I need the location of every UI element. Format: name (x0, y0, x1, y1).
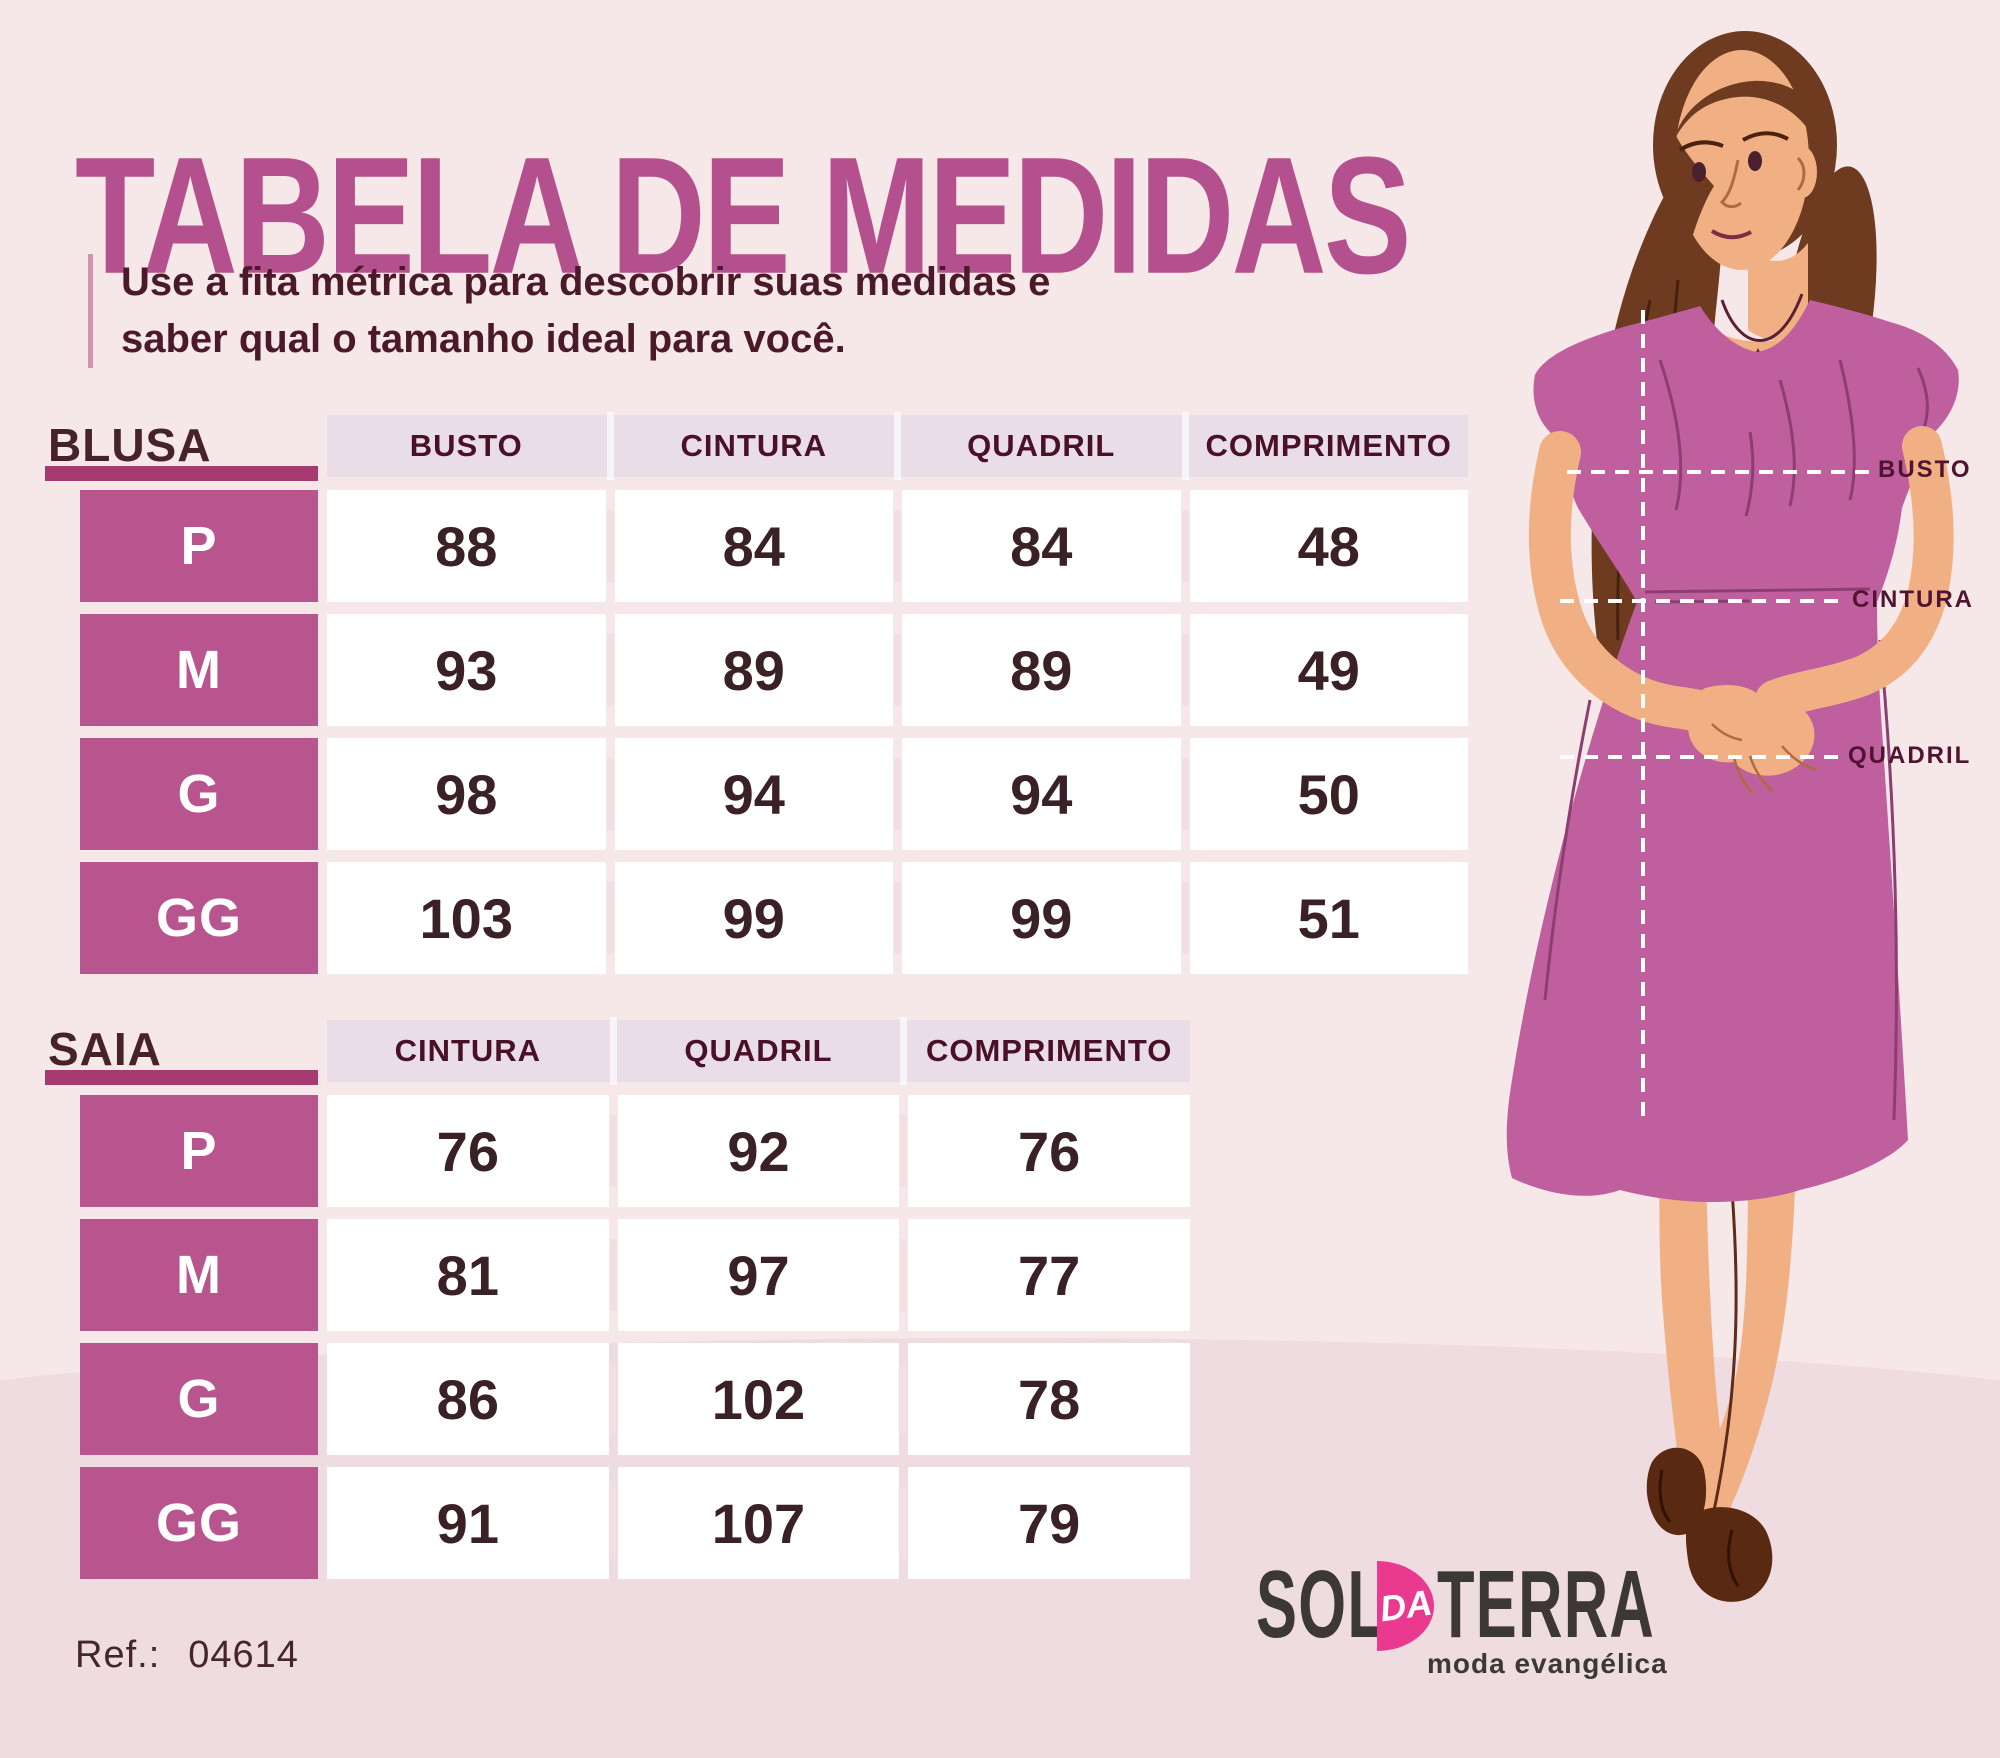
value-cell: 76 (900, 1095, 1190, 1207)
size-cell: M (80, 614, 318, 726)
value-cell: 102 (609, 1343, 900, 1455)
value-cell: 91 (327, 1467, 609, 1579)
table-header-blusa: BUSTO CINTURA QUADRIL COMPRIMENTO (327, 412, 1469, 480)
value-cell: 92 (609, 1095, 900, 1207)
necklace (1720, 293, 1804, 342)
value-cell: 84 (894, 490, 1181, 602)
value-cell: 81 (327, 1219, 609, 1331)
table-label-underline-blusa (45, 466, 318, 481)
size-cell: M (80, 1219, 318, 1331)
value-cell: 79 (900, 1467, 1190, 1579)
face-features (1678, 131, 1789, 240)
logo-da-text: DA (1376, 1581, 1435, 1630)
table-blusa: P 88 84 84 48 M 93 89 89 49 G 98 94 94 50 GG 103 99 99 51 (80, 490, 1468, 986)
value-cell: 98 (327, 738, 606, 850)
ref-label: Ref.: (75, 1634, 161, 1676)
measurement-lines (1560, 310, 1872, 1120)
ear (1787, 146, 1817, 198)
value-cell: 103 (327, 862, 606, 974)
finger-lines (1711, 723, 1817, 794)
table-row-saia-gg: GG 91 107 79 (80, 1467, 1190, 1579)
table-saia: P 76 92 76 M 81 97 77 G 86 102 78 GG 91 107 79 (80, 1095, 1190, 1591)
column-header-cintura: CINTURA (394, 1033, 542, 1068)
value-cell: 50 (1181, 738, 1468, 850)
hair-fringe-top (1674, 80, 1823, 156)
size-cell: P (80, 1095, 318, 1207)
table-row-saia-g: G 86 102 78 (80, 1343, 1190, 1455)
value-cell: 84 (606, 490, 893, 602)
column-header-comprimento: COMPRIMENTO (1181, 412, 1469, 480)
value-cell: 97 (609, 1219, 900, 1331)
measurement-label-quadril: QUADRIL (1848, 742, 1972, 769)
column-header-comprimento: COMPRIMENTO (900, 1017, 1190, 1085)
value-cell: 77 (900, 1219, 1190, 1331)
measurement-label-busto: BUSTO (1878, 456, 1972, 483)
arms (1528, 426, 1954, 794)
table-row-blusa-gg: GG 103 99 99 51 (80, 862, 1468, 974)
column-header-cintura: CINTURA (606, 412, 894, 480)
table-row-saia-m: M 81 97 77 (80, 1219, 1190, 1331)
size-cell: G (80, 738, 318, 850)
logo-terra: TERRA (1437, 1551, 1656, 1658)
column-header-quadril: QUADRIL (894, 412, 1181, 480)
legs (1659, 1160, 1796, 1532)
dress-folds (1543, 359, 1929, 1121)
value-cell: 89 (606, 614, 893, 726)
ear-line (1796, 156, 1806, 191)
table-row-saia-p: P 76 92 76 (80, 1095, 1190, 1207)
face (1675, 50, 1809, 270)
value-cell: 89 (894, 614, 1181, 726)
logo-sol: SOL (1256, 1551, 1387, 1658)
woman-illustration (1506, 31, 1959, 1602)
table-row-blusa-m: M 93 89 89 49 (80, 614, 1468, 726)
logo-tagline: moda evangélica (1427, 1648, 1668, 1679)
value-cell: 94 (606, 738, 893, 850)
value-cell: 93 (327, 614, 606, 726)
size-cell: P (80, 490, 318, 602)
value-cell: 48 (1181, 490, 1468, 602)
size-cell: GG (80, 862, 318, 974)
shoes (1646, 1447, 1773, 1602)
table-row-blusa-p: P 88 84 84 48 (80, 490, 1468, 602)
table-label-underline-saia (45, 1070, 318, 1085)
value-cell: 99 (606, 862, 893, 974)
column-header-quadril: QUADRIL (609, 1017, 900, 1085)
table-row-blusa-g: G 98 94 94 50 (80, 738, 1468, 850)
value-cell: 49 (1181, 614, 1468, 726)
value-cell: 78 (900, 1343, 1190, 1455)
column-header-busto: BUSTO (409, 428, 523, 463)
ref-value: 04614 (188, 1634, 299, 1676)
subtitle: Use a fita métrica para descobrir suas m… (88, 254, 1071, 368)
size-cell: GG (80, 1467, 318, 1579)
value-cell: 99 (894, 862, 1181, 974)
table-label-blusa: BLUSA (48, 419, 212, 471)
reference: Ref.: 04614 (75, 1634, 299, 1677)
page-title: TABELA DE MEDIDAS (75, 122, 1411, 308)
table-header-saia: CINTURA QUADRIL COMPRIMENTO (327, 1017, 1190, 1085)
size-cell: G (80, 1343, 318, 1455)
value-cell: 86 (327, 1343, 609, 1455)
value-cell: 51 (1181, 862, 1468, 974)
value-cell: 88 (327, 490, 606, 602)
value-cell: 94 (894, 738, 1181, 850)
value-cell: 76 (327, 1095, 609, 1207)
table-label-saia: SAIA (48, 1023, 162, 1075)
measurement-label-cintura: CINTURA (1852, 586, 1974, 613)
value-cell: 107 (609, 1467, 900, 1579)
